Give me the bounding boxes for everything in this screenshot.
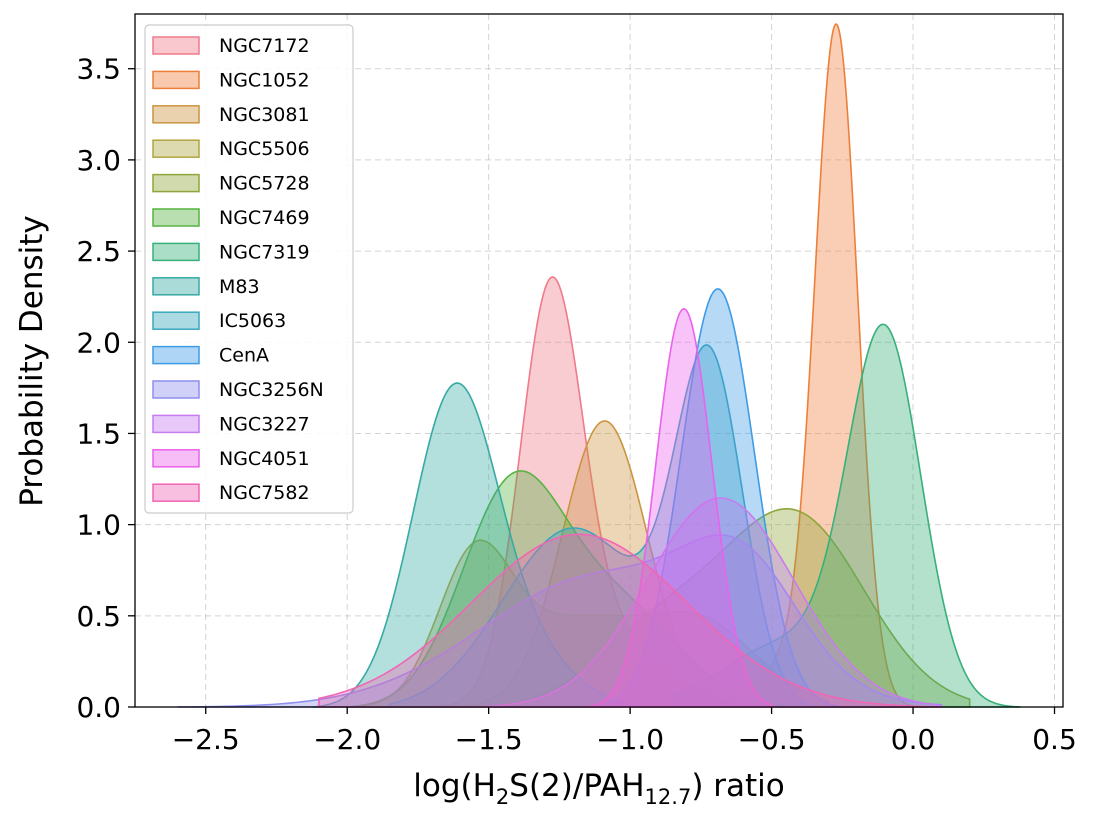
- x-ticks: −2.5 −2.0 −1.5 −1.0 −0.5 0.0 0.5: [172, 707, 1077, 756]
- legend-label-ngc3227: NGC3227: [219, 413, 310, 435]
- y-tick-label: 1.0: [76, 509, 121, 542]
- legend-label-ic5063: IC5063: [219, 310, 286, 332]
- density-ngc3081: [446, 420, 759, 708]
- legend-swatch-ngc7172: [152, 36, 200, 55]
- legend: NGC7172 NGC1052 NGC3081 NGC5506 NGC5728 NGC74…: [144, 24, 354, 514]
- legend-label-ngc7319: NGC7319: [219, 241, 310, 263]
- density-ngc7582: [318, 533, 942, 708]
- legend-label-ngc4051: NGC4051: [219, 448, 310, 470]
- y-tick-label: 2.0: [76, 326, 121, 359]
- legend-swatch-ic5063: [152, 311, 200, 330]
- legend-swatch-ngc4051: [152, 449, 200, 468]
- y-ticks: 0.0 0.5 1.0 1.5 2.0 2.5 3.0 3.5: [76, 53, 135, 724]
- y-tick-label: 3.0: [76, 144, 121, 177]
- x-tick-label: −0.5: [738, 723, 806, 756]
- legend-swatch-ngc3256n: [152, 380, 200, 399]
- legend-swatch-ngc5728: [152, 173, 200, 193]
- density-ngc3227: [474, 497, 943, 708]
- legend-frame: [144, 24, 354, 514]
- legend-swatch-m83: [152, 277, 200, 296]
- y-axis-label: Probability Density: [14, 215, 50, 507]
- legend-label-ngc7582: NGC7582: [219, 482, 310, 504]
- x-tick-label: −2.5: [172, 723, 240, 756]
- y-tick-label: 0.0: [76, 691, 121, 724]
- plot-frame: [134, 13, 1064, 708]
- legend-swatch-ngc7319: [152, 242, 200, 262]
- y-tick-label: 2.5: [76, 235, 121, 268]
- density-ngc3256n: [177, 534, 943, 708]
- x-tick-label: 0.0: [891, 723, 936, 756]
- legend-label-m83: M83: [219, 276, 260, 298]
- legend-swatch-ngc5506: [152, 139, 200, 158]
- legend-label-cena: CenA: [219, 345, 269, 367]
- y-tick-label: 3.5: [76, 53, 121, 86]
- legend-swatch-ngc3081: [152, 105, 200, 124]
- legend-label-ngc5728: NGC5728: [219, 173, 310, 195]
- x-tick-label: −1.0: [596, 723, 664, 756]
- legend-label-ngc1052: NGC1052: [219, 69, 310, 91]
- legend-swatch-ngc3227: [152, 414, 200, 434]
- legend-label-ngc7172: NGC7172: [219, 35, 310, 57]
- legend-label-ngc3256n: NGC3256N: [219, 379, 324, 401]
- x-axis-label: log(H2S(2)/PAH12.7) ratio: [413, 768, 785, 809]
- legend-swatch-ngc1052: [152, 70, 200, 90]
- x-tick-label: 0.5: [1032, 723, 1077, 756]
- density-ngc1052: [728, 23, 928, 708]
- legend-swatch-ngc7469: [152, 208, 200, 227]
- density-ngc4051: [587, 308, 773, 708]
- x-tick-label: −1.5: [455, 723, 523, 756]
- y-tick-label: 0.5: [76, 600, 121, 633]
- density-ngc7319: [671, 323, 1021, 708]
- legend-label-ngc7469: NGC7469: [219, 207, 310, 229]
- legend-label-ngc3081: NGC3081: [219, 104, 310, 126]
- density-series: [177, 23, 1021, 708]
- legend-swatch-cena: [152, 345, 200, 365]
- y-tick-label: 1.5: [76, 417, 121, 450]
- legend-swatch-ngc7582: [152, 483, 200, 502]
- legend-label-ngc5506: NGC5506: [219, 138, 310, 160]
- density-ngc7469: [347, 470, 787, 708]
- density-m83: [313, 382, 631, 708]
- x-tick-label: −2.0: [313, 723, 381, 756]
